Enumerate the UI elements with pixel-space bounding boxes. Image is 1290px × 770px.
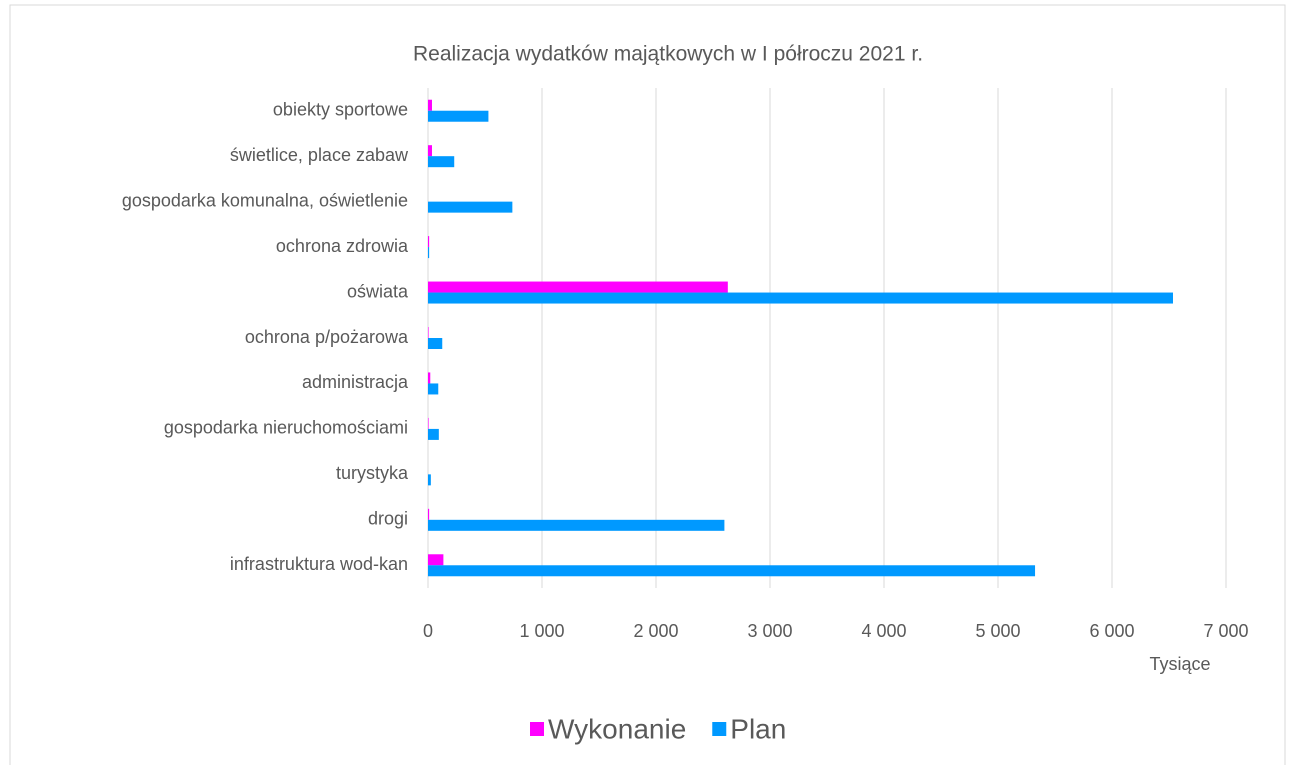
y-tick-label: gospodarka komunalna, oświetlenie bbox=[122, 190, 408, 210]
y-tick-label: świetlice, place zabaw bbox=[230, 145, 409, 165]
y-tick-label: turystyka bbox=[336, 463, 409, 483]
bar bbox=[428, 292, 1173, 304]
x-tick-label: 6 000 bbox=[1089, 621, 1134, 641]
bar bbox=[428, 99, 432, 111]
bar bbox=[428, 428, 439, 440]
y-tick-label: oświata bbox=[347, 281, 409, 301]
chart-title: Realizacja wydatków majątkowych w I półr… bbox=[413, 43, 923, 66]
y-tick-label: ochrona zdrowia bbox=[276, 236, 409, 256]
legend-swatch bbox=[712, 722, 727, 736]
bar bbox=[428, 236, 430, 248]
x-tick-label: 7 000 bbox=[1203, 621, 1248, 641]
bar bbox=[428, 519, 725, 531]
bar bbox=[428, 281, 728, 293]
bar bbox=[428, 474, 431, 486]
y-tick-label: administracja bbox=[302, 372, 409, 392]
legend-label: Plan bbox=[730, 713, 786, 744]
bar bbox=[428, 201, 513, 213]
bar bbox=[428, 554, 444, 566]
x-tick-label: 4 000 bbox=[861, 621, 906, 641]
legend-label: Wykonanie bbox=[548, 713, 686, 744]
y-tick-label: gospodarka nieruchomościami bbox=[164, 418, 408, 438]
x-tick-label: 3 000 bbox=[747, 621, 792, 641]
legend-swatch bbox=[530, 722, 544, 736]
bar bbox=[428, 508, 430, 520]
y-tick-label: ochrona p/pożarowa bbox=[245, 327, 409, 347]
bar bbox=[428, 110, 489, 122]
bar bbox=[428, 565, 1036, 577]
y-tick-label: obiekty sportowe bbox=[273, 99, 408, 119]
x-tick-label: 2 000 bbox=[633, 621, 678, 641]
bar bbox=[428, 417, 429, 429]
x-tick-label: 1 000 bbox=[519, 621, 564, 641]
bar bbox=[428, 145, 432, 157]
y-tick-label: drogi bbox=[368, 509, 408, 529]
bar bbox=[428, 338, 443, 349]
bar bbox=[428, 156, 455, 168]
bar bbox=[428, 247, 430, 259]
x-axis-label: Tysiące bbox=[1149, 654, 1210, 674]
bar bbox=[428, 327, 429, 338]
bar bbox=[428, 372, 431, 384]
y-tick-label: infrastruktura wod-kan bbox=[230, 554, 408, 574]
chart-frame bbox=[9, 4, 1286, 770]
x-tick-label: 5 000 bbox=[975, 621, 1020, 641]
bar bbox=[428, 383, 439, 395]
x-tick-label: 0 bbox=[423, 621, 433, 641]
